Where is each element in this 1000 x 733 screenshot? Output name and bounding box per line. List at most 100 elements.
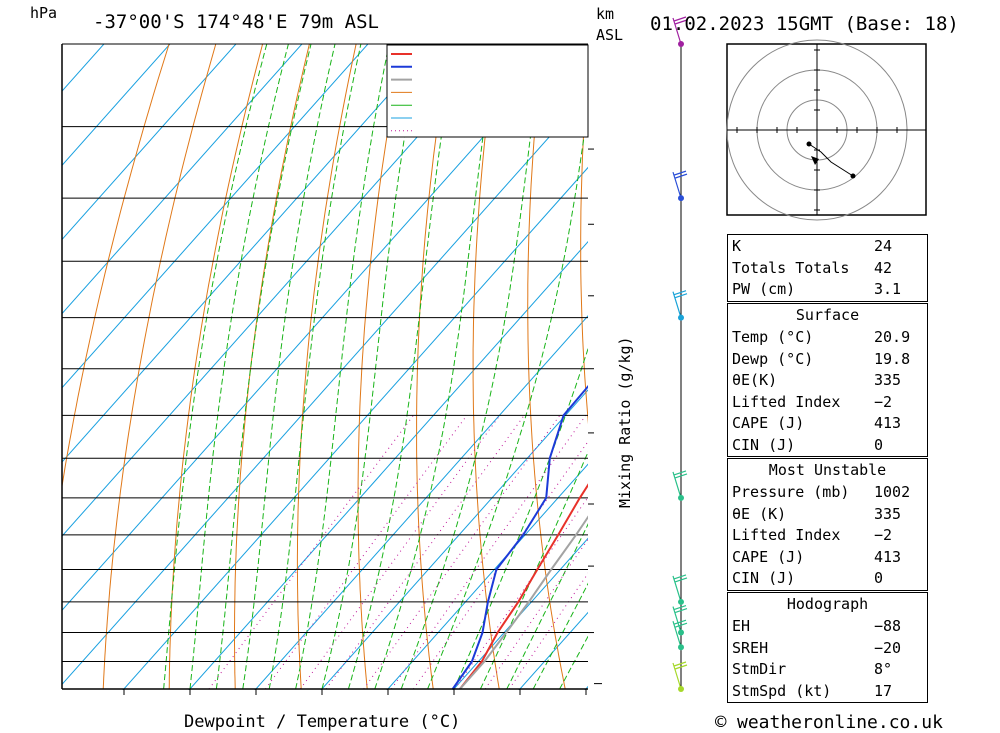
surface-row-label: Temp (°C) [732, 328, 814, 346]
wind-barb [672, 661, 688, 690]
most-unstable-row-value: 1002 [874, 483, 911, 501]
copyright-symbol: © [715, 711, 727, 733]
site-credit: weatheronline.co.uk [737, 712, 943, 733]
series-line-dewpoint [451, 384, 588, 690]
index-row-label: PW (cm) [732, 280, 796, 298]
index-row: Totals Totals 42 [732, 258, 922, 279]
wind-barb [672, 290, 688, 318]
height-unit-km: km [596, 5, 614, 23]
isotherm-line [62, 44, 171, 167]
surface-row-value: 19.8 [874, 349, 911, 368]
most-unstable-row-label: Pressure (mb) [732, 483, 850, 501]
profile-series [451, 384, 588, 690]
location-title: -37°00'S 174°48'E 79m ASL [93, 11, 379, 33]
mixing-ratio-line [363, 415, 561, 690]
wet-adiabat-line [295, 44, 390, 690]
hodograph-table-row-label: SREH [732, 638, 769, 657]
wet-adiabat-line [215, 44, 312, 690]
wet-adiabat-line [453, 347, 588, 690]
most-unstable-row-label: CAPE (J) [732, 547, 805, 566]
surface-row: Temp (°C) 20.9 [732, 327, 922, 348]
isotherm-line [320, 389, 588, 690]
hodograph-table-row-value: −20 [874, 638, 902, 657]
most-unstable-row: Lifted Index −2 [732, 525, 922, 546]
dry-adiabat-line [234, 44, 310, 690]
index-row-value: 24 [874, 237, 893, 255]
wind-barb [672, 16, 688, 45]
mixing-ratio-line [325, 415, 525, 690]
isotherm-line [122, 166, 588, 690]
hodograph-trace [808, 143, 854, 177]
most-unstable-row-value: 0 [874, 569, 884, 587]
hodograph-table-row-label: StmSpd (kt) [732, 681, 832, 700]
hodograph-table-title: Hodograph [786, 595, 869, 613]
legend-box [386, 44, 589, 138]
isotherm-line [62, 44, 435, 463]
most-unstable-title: Most Unstable [768, 461, 887, 479]
series-line-temperature [459, 483, 588, 690]
mixing-ratio-line [264, 415, 468, 690]
mixing-ratio-line [412, 440, 588, 690]
isotherm-line [386, 463, 588, 690]
storm-motion-marker [811, 156, 819, 165]
hodograph-end-dot [850, 173, 856, 179]
wet-adiabat-line [532, 582, 588, 690]
dry-adiabat-line [416, 44, 451, 690]
mixing-ratio-line [208, 415, 414, 690]
surface-row: θE(K) 335 [732, 370, 922, 391]
wind-barb [672, 470, 688, 499]
hodograph-table-row-label: EH [732, 617, 751, 635]
surface-row-value: −2 [874, 392, 893, 411]
axes [61, 44, 602, 695]
wind-barb [672, 170, 688, 199]
surface-row-label: Dewp (°C) [732, 349, 814, 368]
dry-adiabat-line [917, 44, 1000, 689]
index-row-label: Totals Totals [732, 258, 850, 277]
most-unstable-row: CAPE (J) 413 [732, 547, 922, 568]
surface-row-value: 413 [874, 414, 902, 432]
surface-row: Lifted Index −2 [732, 392, 922, 413]
hodograph-table-row: StmSpd (kt) 17 [732, 681, 922, 702]
hodograph [726, 39, 927, 221]
surface-row-value: 335 [874, 371, 902, 389]
wind-barb [672, 574, 688, 603]
isotherm-line [62, 44, 237, 241]
surface-row-label: θE(K) [732, 371, 778, 389]
index-row-value: 42 [874, 258, 893, 277]
surface-row-value: 20.9 [874, 328, 911, 346]
surface-row: CIN (J) 0 [732, 435, 922, 456]
surface-row-value: 0 [874, 435, 884, 454]
mixing-ratio-line [299, 415, 501, 690]
pressure-unit-label: hPa [30, 4, 57, 22]
isotherm-line [62, 44, 369, 389]
wet-adiabat-line [427, 103, 588, 690]
isotherm-line [254, 315, 588, 690]
dry-adiabat-line [357, 44, 404, 690]
wind-profile [672, 16, 688, 692]
hodograph-start-dot [806, 141, 812, 147]
surface-row-label: Lifted Index [732, 392, 841, 411]
most-unstable-row: θE (K) 335 [732, 504, 922, 525]
most-unstable-row-label: θE (K) [732, 504, 787, 523]
dry-adiabat-line [964, 44, 1000, 689]
most-unstable-row: Pressure (mb) 1002 [732, 482, 922, 503]
dry-adiabat-line [580, 61, 588, 425]
surface-title: Surface [795, 306, 860, 324]
mixing-ratio-line [390, 415, 587, 690]
isobar-lines [62, 43, 588, 690]
isotherm-line [62, 44, 303, 315]
wet-adiabat-line [242, 44, 336, 690]
wet-adiabat-line [400, 44, 543, 690]
wet-adiabat-line [347, 44, 457, 690]
hodograph-table-row-value: 17 [874, 681, 893, 700]
wind-barb [672, 619, 688, 648]
most-unstable-row-value: 335 [874, 504, 902, 523]
most-unstable-row-value: −2 [874, 526, 893, 544]
dry-adiabat-line [632, 44, 697, 689]
isotherm-line [452, 537, 588, 690]
wet-adiabat-line [268, 44, 362, 690]
wet-adiabat-line [163, 44, 268, 690]
hodograph-table-row-label: StmDir [732, 660, 787, 678]
isotherm-line [188, 240, 588, 690]
hodograph-table-box [727, 592, 928, 703]
